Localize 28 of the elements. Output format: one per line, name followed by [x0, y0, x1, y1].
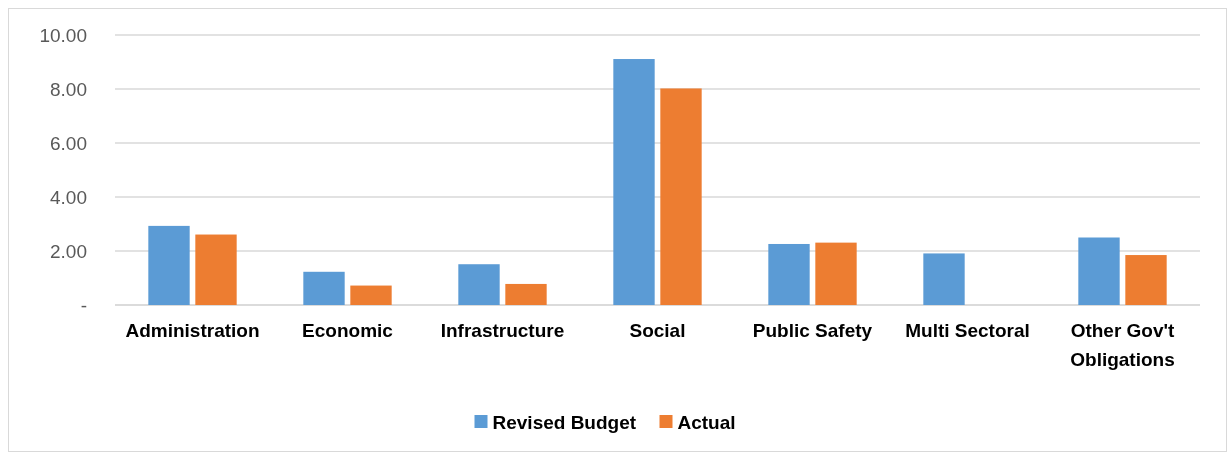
legend-label: Actual	[677, 411, 736, 433]
bar	[815, 242, 857, 305]
x-tick-label: Social	[629, 320, 686, 341]
bar	[660, 88, 702, 305]
x-tick-label: Infrastructure	[440, 320, 565, 341]
bar	[505, 283, 547, 305]
bar	[350, 285, 392, 305]
x-tick-label: Multi Sectoral	[905, 320, 1030, 341]
y-tick-label: 10.00	[39, 24, 87, 46]
y-tick-label: -	[80, 294, 87, 316]
legend-label: Revised Budget	[492, 411, 637, 433]
y-tick-label: 8.00	[50, 78, 87, 100]
y-tick-label: 2.00	[50, 240, 87, 262]
bar	[1078, 237, 1120, 305]
x-tick-label: Economic	[302, 320, 394, 341]
x-tick-label: Public Safety	[752, 320, 873, 341]
x-tick-label: Administration	[125, 320, 260, 341]
bar	[1125, 255, 1167, 305]
x-tick-label: Other Gov't Obligations	[1070, 320, 1176, 370]
y-tick-label: 6.00	[50, 132, 87, 154]
bar	[195, 234, 237, 305]
y-tick-label: 4.00	[50, 186, 87, 208]
bar	[768, 243, 810, 305]
bar	[148, 225, 190, 305]
bar	[923, 253, 965, 305]
bar	[458, 264, 500, 305]
bar	[613, 59, 655, 305]
bar	[303, 271, 345, 305]
